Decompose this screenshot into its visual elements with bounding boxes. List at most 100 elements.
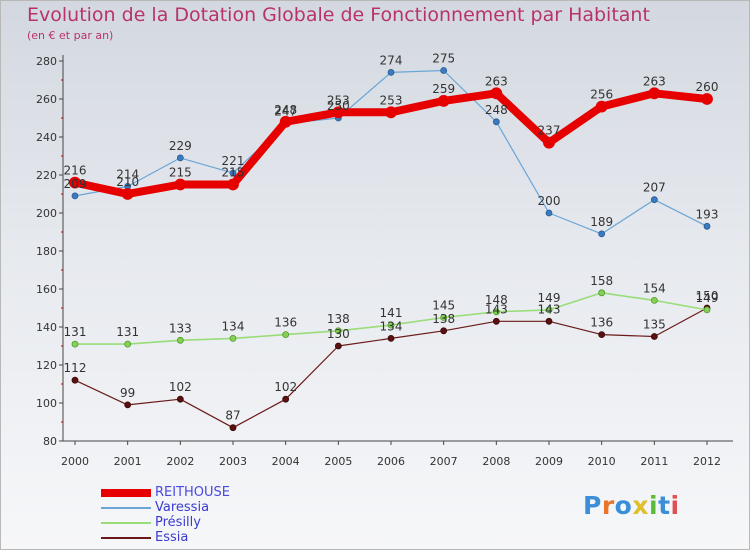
x-tick-label: 2003 [219, 455, 247, 468]
data-point [437, 95, 450, 107]
data-label: 248 [485, 103, 508, 117]
y-tick-label: 240 [36, 131, 57, 144]
data-label: 149 [696, 291, 719, 305]
data-point [598, 230, 606, 238]
legend-item: Varessia [101, 500, 230, 515]
data-labels: 216 210 215 215 248 253 253 259 263 237 256 263 260 2… [64, 52, 719, 423]
legend-label: Présilly [155, 515, 201, 530]
data-label: 221 [222, 154, 245, 168]
data-point [490, 87, 503, 100]
data-label: 260 [696, 80, 719, 94]
data-label: 154 [643, 281, 666, 295]
data-label: 200 [538, 194, 561, 208]
data-label: 134 [222, 319, 245, 333]
data-label: 253 [380, 93, 403, 107]
data-label: 135 [643, 318, 666, 332]
chart-title: Evolution de la Dotation Globale de Fonc… [27, 4, 650, 26]
data-point [385, 106, 397, 119]
data-label: 131 [64, 325, 87, 339]
data-point [387, 69, 395, 76]
data-point [282, 395, 290, 403]
data-point [648, 87, 661, 100]
data-point [492, 308, 500, 316]
data-point [176, 154, 184, 162]
data-label: 87 [225, 409, 240, 423]
data-point [334, 342, 342, 350]
data-label: 143 [485, 302, 508, 316]
data-point [176, 336, 184, 344]
data-point [229, 169, 237, 177]
data-point [440, 314, 448, 321]
data-label: 134 [380, 319, 403, 333]
legend-swatch [101, 521, 151, 524]
data-point [440, 327, 448, 335]
data-point [492, 118, 500, 126]
y-tick-label: 100 [36, 397, 57, 410]
data-point [492, 317, 500, 325]
x-tick-label: 2010 [588, 455, 616, 468]
data-point [703, 222, 711, 230]
y-tick-label: 220 [36, 169, 57, 182]
legend: REITHOUSE Varessia Présilly Essia [101, 485, 230, 545]
data-label: 148 [485, 293, 508, 307]
legend-swatch [101, 488, 151, 497]
data-label: 141 [380, 306, 403, 320]
chart-subtitle: (en € et par an) [27, 29, 114, 42]
data-label: 102 [169, 380, 192, 394]
data-point [598, 289, 606, 297]
data-label: 112 [64, 361, 87, 375]
series-lines [69, 67, 713, 432]
x-tick-label: 2007 [430, 455, 458, 468]
data-point [440, 67, 448, 74]
data-point [650, 196, 658, 204]
logo-letter: i [649, 491, 659, 520]
data-label: 193 [696, 207, 719, 221]
data-point [545, 306, 553, 314]
data-point [334, 327, 342, 335]
data-point [121, 188, 134, 200]
data-point [71, 192, 79, 200]
y-tick-label: 160 [36, 283, 57, 296]
data-label: 131 [116, 325, 139, 339]
logo-letter: r [601, 491, 615, 520]
data-point [279, 115, 292, 128]
data-label: 209 [64, 177, 87, 191]
legend-label: REITHOUSE [155, 485, 231, 500]
x-tick-label: 2001 [114, 455, 142, 468]
data-label: 102 [274, 380, 297, 394]
data-label: 143 [538, 302, 561, 316]
logo-letter: P [583, 491, 602, 520]
data-label: 256 [590, 88, 613, 102]
data-point [124, 340, 132, 348]
data-label: 133 [169, 321, 192, 335]
data-point [545, 317, 553, 325]
x-tick-label: 2000 [61, 455, 89, 468]
data-label: 210 [116, 175, 139, 189]
data-point [71, 340, 79, 348]
data-point [229, 424, 237, 432]
data-label: 274 [380, 53, 403, 67]
legend-item: Essia [101, 530, 230, 545]
y-tick-label: 280 [36, 55, 57, 68]
data-label: 237 [538, 124, 561, 138]
logo-letter: x [632, 491, 649, 520]
logo-letter: i [670, 491, 680, 520]
data-label: 189 [590, 215, 613, 229]
data-point [124, 401, 132, 409]
data-label: 248 [274, 103, 297, 117]
x-tick-label: 2012 [693, 455, 721, 468]
data-label: 150 [696, 289, 719, 303]
data-label: 263 [643, 74, 666, 88]
data-point [387, 334, 395, 342]
data-label: 229 [169, 139, 192, 153]
x-tick-label: 2002 [166, 455, 194, 468]
y-tick-label: 140 [36, 321, 57, 334]
data-point [69, 176, 81, 189]
data-label: 250 [327, 99, 350, 113]
data-label: 215 [169, 166, 192, 180]
data-point [543, 136, 555, 149]
legend-item: Présilly [101, 515, 230, 530]
data-label: 214 [116, 167, 139, 181]
